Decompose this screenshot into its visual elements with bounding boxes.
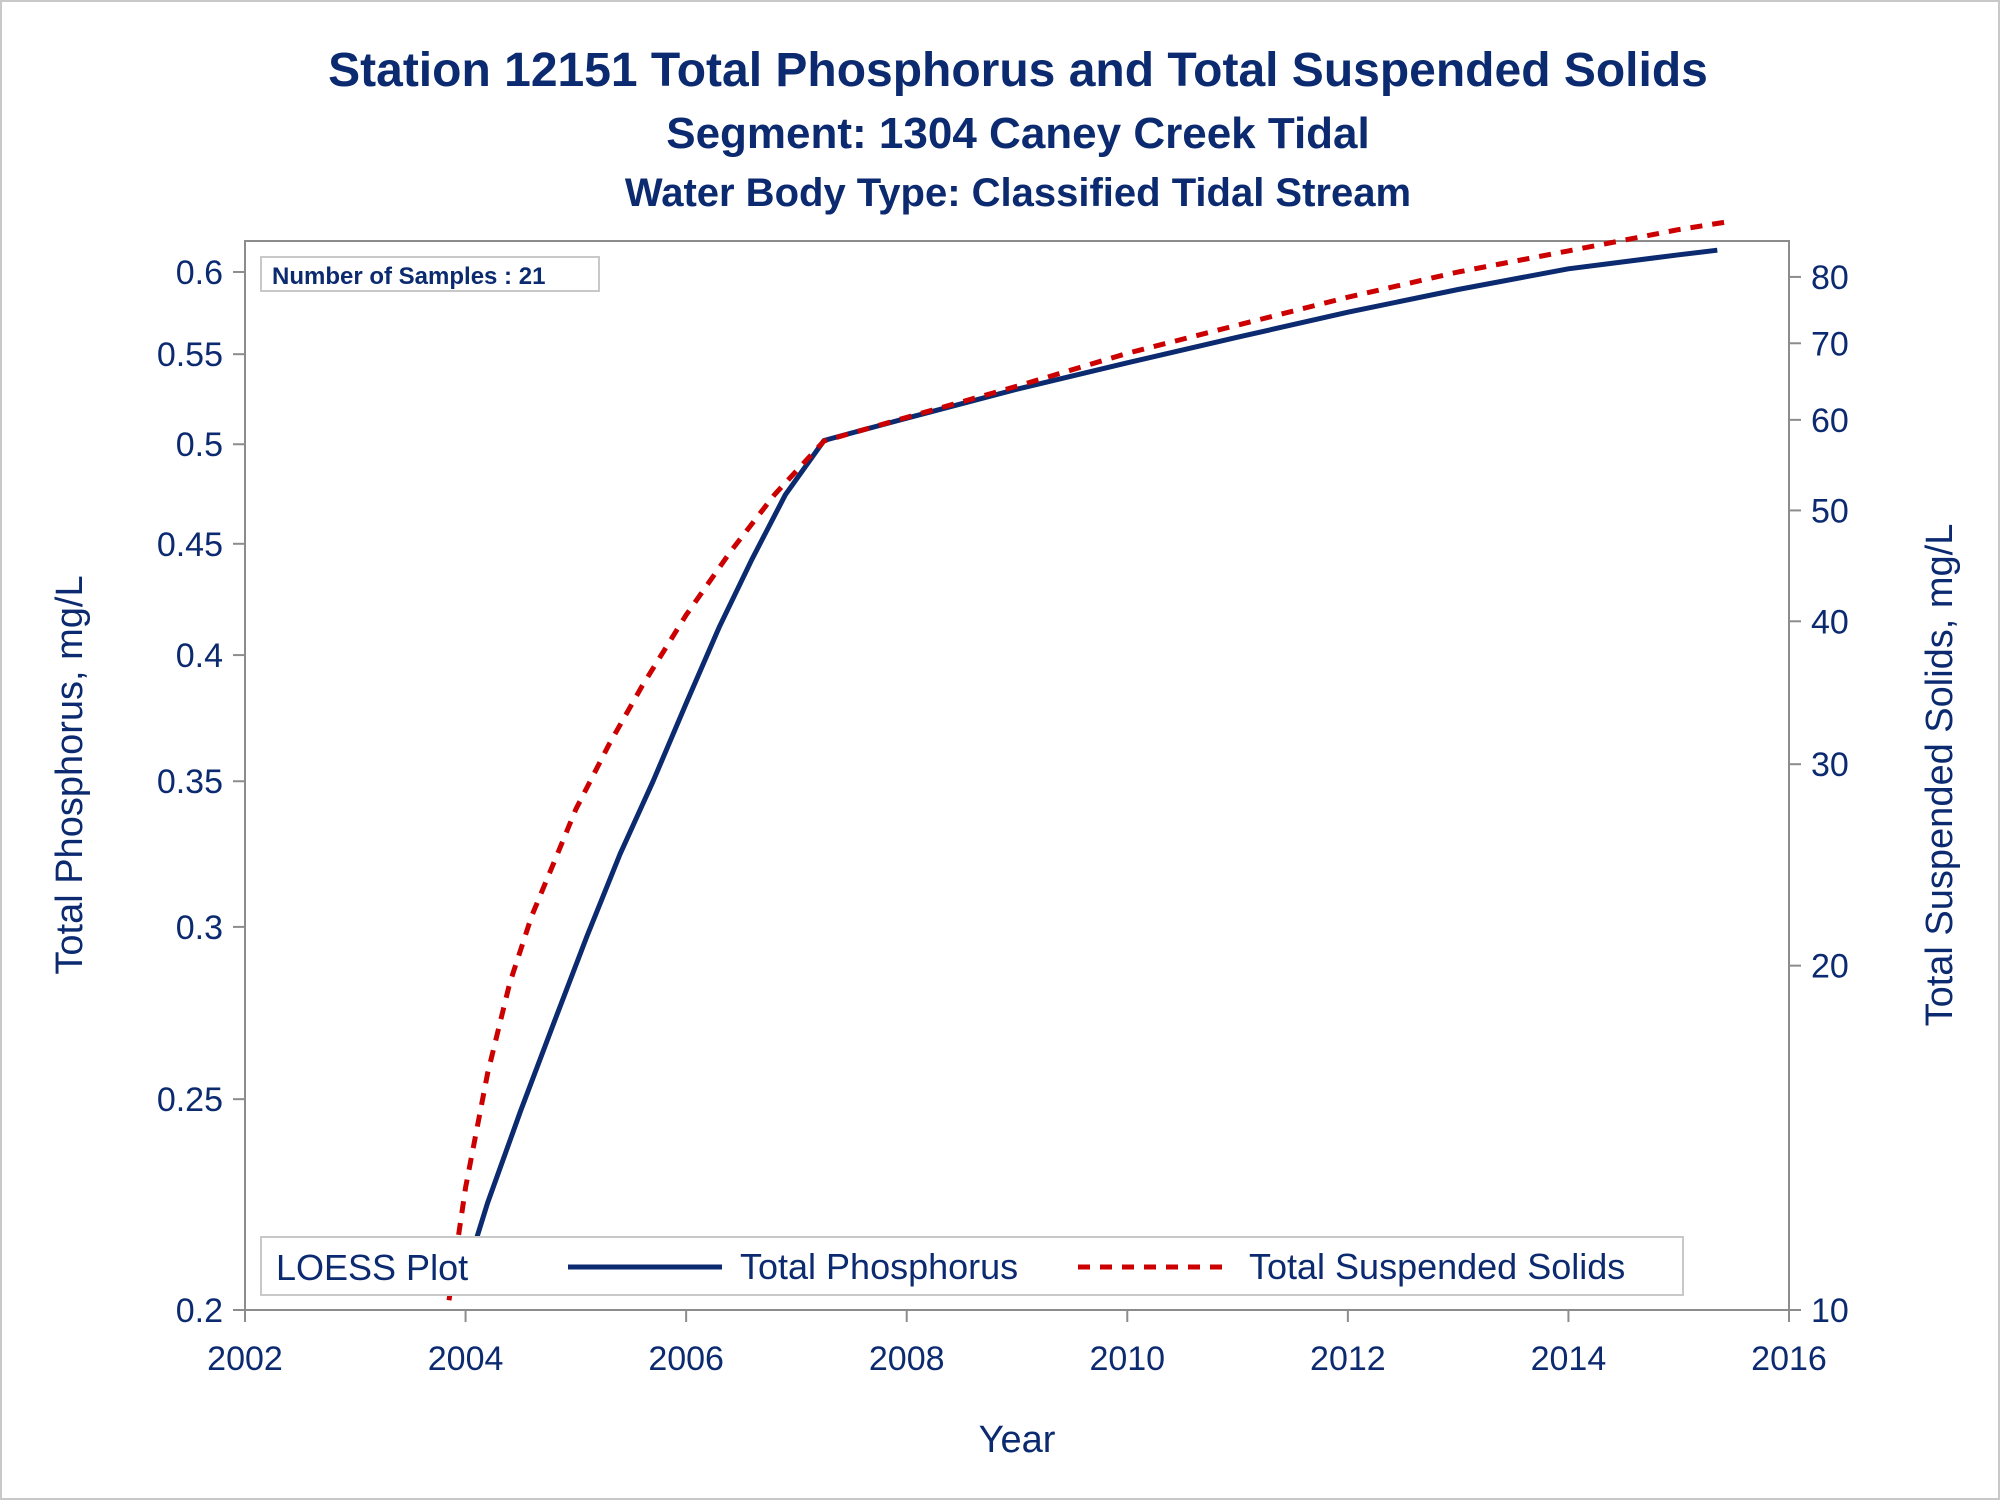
y-right-tick-label: 70 [1811, 325, 1849, 363]
chart-title: Station 12151 Total Phosphorus and Total… [328, 44, 1708, 97]
y-left-tick-label: 0.35 [157, 763, 223, 801]
y-right-tick-label: 80 [1811, 259, 1849, 297]
plot-area [244, 240, 1790, 1311]
y-right-tick-label: 60 [1811, 402, 1849, 440]
sample-count-annotation: Number of Samples : 21 [272, 263, 545, 290]
x-axis: 2002 2004 2006 2008 2010 2012 2014 2016 [207, 1310, 1827, 1378]
series-layer [446, 219, 1729, 1301]
y-left-tick-label: 0.25 [157, 1081, 223, 1119]
x-tick-label: 2016 [1751, 1340, 1827, 1378]
y-right-tick-label: 50 [1811, 492, 1849, 530]
y-left-tick-label: 0.3 [176, 909, 223, 947]
y-right-tick-label: 10 [1811, 1292, 1849, 1330]
y-axis-right: 10 20 30 40 50 60 70 80 [1789, 259, 1849, 1330]
y-left-tick-label: 0.55 [157, 336, 223, 374]
legend-title: LOESS Plot [276, 1247, 468, 1288]
legend: LOESS Plot Total Phosphorus Total Suspen… [260, 1236, 1684, 1296]
chart-subtitle: Segment: 1304 Caney Creek Tidal [666, 109, 1370, 158]
x-axis-label: Year [979, 1419, 1056, 1461]
series-line-total-phosphorus [457, 247, 1718, 1293]
y-left-tick-label: 0.2 [176, 1292, 223, 1330]
y-right-tick-label: 30 [1811, 746, 1849, 784]
x-tick-label: 2010 [1089, 1340, 1165, 1378]
legend-box [260, 1236, 1684, 1296]
x-tick-label: 2012 [1310, 1340, 1386, 1378]
y-right-tick-label: 20 [1811, 948, 1849, 986]
x-tick-label: 2014 [1531, 1340, 1607, 1378]
y-axis-left: 0.2 0.25 0.3 0.35 0.4 0.45 0.5 0.55 0.6 [157, 254, 245, 1330]
y-right-tick-label: 40 [1811, 603, 1849, 641]
y-left-tick-label: 0.45 [157, 526, 223, 564]
y-axis-right-label: Total Suspended Solids, mg/L [1919, 524, 1961, 1027]
x-tick-label: 2006 [648, 1340, 724, 1378]
legend-phosphorus-label: Total Phosphorus [740, 1246, 1018, 1287]
legend-solids-label: Total Suspended Solids [1249, 1246, 1625, 1287]
sample-count-box [260, 256, 600, 292]
y-axis-left-label: Total Phosphorus, mg/L [49, 575, 91, 974]
x-tick-label: 2002 [207, 1340, 283, 1378]
series-line-total-suspended-solids [446, 219, 1729, 1301]
y-left-tick-label: 0.4 [176, 637, 223, 675]
chart-subtitle-2: Water Body Type: Classified Tidal Stream [625, 171, 1411, 215]
x-tick-label: 2004 [428, 1340, 504, 1378]
y-left-tick-label: 0.5 [176, 426, 223, 464]
x-tick-label: 2008 [869, 1340, 945, 1378]
y-left-tick-label: 0.6 [176, 254, 223, 292]
